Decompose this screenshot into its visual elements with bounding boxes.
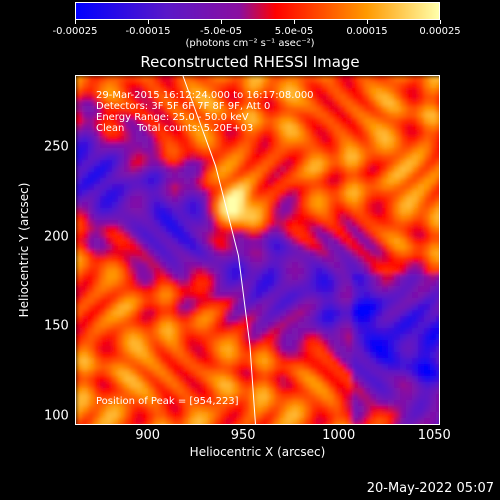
colorbar-tick bbox=[367, 20, 368, 24]
solar-limb-line bbox=[182, 76, 256, 424]
x-tick-label: 1050 bbox=[417, 428, 451, 443]
colorbar-tick-label: -0.00025 bbox=[52, 26, 98, 37]
colorbar-tick-label: -0.00015 bbox=[125, 26, 171, 37]
heatmap-cells bbox=[76, 76, 439, 424]
colorbar-tick-label: -5.0e-05 bbox=[200, 26, 242, 37]
colorbar-tick-label: 0.00015 bbox=[346, 26, 388, 37]
annotation-peak: Position of Peak = [954,223] bbox=[96, 396, 239, 407]
colorbar-tick bbox=[440, 20, 441, 24]
y-tick-label: 100 bbox=[44, 408, 69, 424]
annotation-time: 29-Mar-2015 16:12:24.000 to 16:17:08.000 bbox=[96, 90, 314, 101]
heatmap bbox=[76, 76, 439, 424]
colorbar bbox=[75, 2, 440, 20]
colorbar-tick-label: 5.0e-05 bbox=[274, 26, 314, 37]
colorbar-gradient bbox=[76, 3, 439, 19]
colorbar-tick bbox=[294, 20, 295, 24]
footer-date: 20-May-2022 05:07 bbox=[366, 481, 494, 496]
annotation-counts: Clean Total counts: 5.20E+03 bbox=[96, 123, 254, 134]
x-tick-label: 1000 bbox=[322, 428, 356, 443]
colorbar-tick-label: 0.00025 bbox=[419, 26, 461, 37]
plot-title: Reconstructed RHESSI Image bbox=[140, 53, 360, 71]
y-tick-label: 150 bbox=[44, 318, 69, 334]
image-plot: 29-Mar-2015 16:12:24.000 to 16:17:08.000… bbox=[75, 75, 440, 425]
colorbar-units: (photons cm⁻² s⁻¹ asec⁻²) bbox=[185, 38, 315, 49]
y-axis-label: Heliocentric Y (arcsec) bbox=[17, 182, 31, 318]
y-tick-label: 200 bbox=[44, 229, 69, 245]
colorbar-tick bbox=[221, 20, 222, 24]
x-axis-label: Heliocentric X (arcsec) bbox=[189, 445, 326, 459]
x-tick-label: 950 bbox=[230, 428, 256, 443]
annotation-energy: Energy Range: 25.0 - 50.0 keV bbox=[96, 112, 249, 123]
x-tick-label: 900 bbox=[135, 428, 161, 443]
colorbar-tick bbox=[75, 20, 76, 24]
annotation-detectors: Detectors: 3F 5F 6F 7F 8F 9F, Att 0 bbox=[96, 101, 271, 112]
colorbar-tick bbox=[148, 20, 149, 24]
y-tick-label: 250 bbox=[44, 139, 69, 155]
